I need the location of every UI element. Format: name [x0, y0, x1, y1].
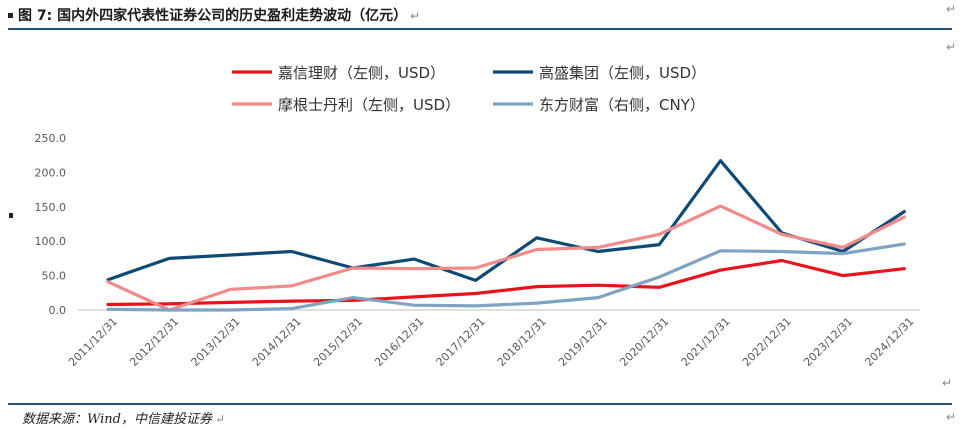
legend-label: 摩根士丹利（左侧，USD） — [278, 96, 460, 114]
y-tick-label: 50.0 — [42, 270, 67, 283]
x-tick-label: 2017/12/31 — [434, 315, 488, 369]
legend-label: 高盛集团（左侧，USD） — [539, 64, 706, 82]
return-mark: ↵ — [410, 9, 421, 23]
x-axis: 2011/12/31 2012/12/31 2013/12/31 2014/12/31… — [66, 315, 916, 369]
x-tick-label: 2013/12/31 — [189, 315, 243, 369]
x-tick-label: 2020/12/31 — [617, 315, 671, 369]
y-tick-label: 250.0 — [35, 132, 67, 145]
y-tick-label: 100.0 — [35, 235, 67, 248]
y-tick-label: 0.0 — [49, 304, 67, 317]
title-bullet — [8, 13, 13, 18]
y-tick-label: 150.0 — [35, 201, 67, 214]
x-tick-label: 2014/12/31 — [250, 315, 304, 369]
series-line — [106, 204, 906, 312]
title-bar: 图 7: 国内外四家代表性证券公司的历史盈利走势波动（亿元） ↵ — [8, 4, 952, 30]
x-tick-label: 2024/12/31 — [862, 315, 916, 369]
x-tick-label: 2021/12/31 — [679, 315, 733, 369]
x-tick-label: 2019/12/31 — [556, 315, 610, 369]
paragraph-mark: ↵ — [946, 410, 957, 424]
paragraph-mark: ↵ — [942, 376, 953, 390]
source-note: 数据来源：Wind，中信建投证券 — [22, 412, 212, 427]
source-divider — [8, 403, 952, 405]
return-mark: ↵ — [215, 412, 226, 426]
y-tick-label: 200.0 — [35, 166, 67, 179]
x-tick-label: 2018/12/31 — [495, 315, 549, 369]
x-tick-label: 2011/12/31 — [66, 315, 120, 369]
x-tick-label: 2023/12/31 — [801, 315, 855, 369]
series-line — [106, 242, 906, 312]
x-tick-label: 2016/12/31 — [372, 315, 426, 369]
series-line — [106, 258, 906, 307]
paragraph-mark: ↵ — [946, 2, 957, 16]
chart-title: 图 7: 国内外四家代表性证券公司的历史盈利走势波动（亿元） — [18, 8, 408, 24]
legend-label: 嘉信理财（左侧，USD） — [278, 64, 445, 82]
legend-label: 东方财富（右侧，CNY） — [539, 96, 705, 114]
chart-legend: 嘉信理财（左侧，USD） 高盛集团（左侧，USD） 摩根士丹利（左侧，USD） 东方财… — [232, 64, 706, 114]
x-tick-label: 2022/12/31 — [740, 315, 794, 369]
y-axis: 0.0 50.0 100.0 150.0 200.0 250.0 — [35, 132, 920, 317]
side-bullet — [9, 213, 13, 218]
series-lines — [106, 159, 906, 312]
line-chart: 嘉信理财（左侧，USD） 高盛集团（左侧，USD） 摩根士丹利（左侧，USD） 东方财… — [35, 64, 920, 369]
paragraph-mark: ↵ — [946, 40, 957, 54]
x-tick-label: 2015/12/31 — [311, 315, 365, 369]
x-tick-label: 2012/12/31 — [127, 315, 181, 369]
